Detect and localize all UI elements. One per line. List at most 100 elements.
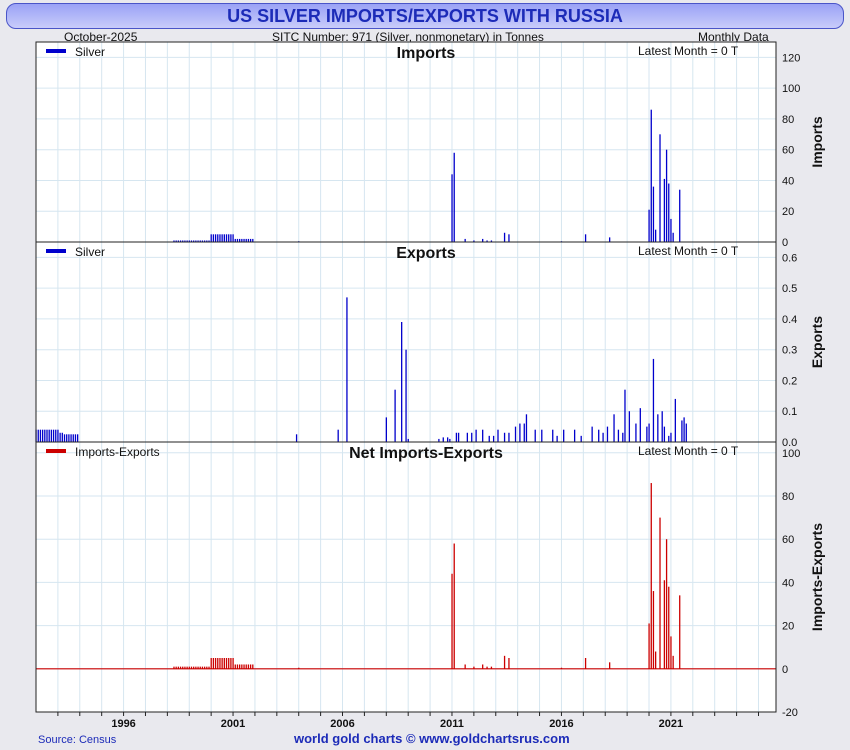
net-bar	[668, 586, 670, 669]
imports-bar	[236, 238, 239, 242]
exports-bar	[622, 432, 624, 442]
net-bar	[236, 664, 239, 669]
exports-bar	[46, 429, 48, 442]
frequency-label: Monthly Data	[698, 30, 769, 44]
net-bar	[195, 666, 197, 669]
net-bar	[298, 667, 300, 669]
net-bar	[184, 666, 186, 669]
imports-bar	[208, 240, 210, 242]
imports-bar	[228, 234, 230, 242]
exports-bar	[447, 437, 449, 442]
exports-bar	[617, 429, 620, 442]
imports-bar	[503, 232, 506, 242]
imports-bar	[203, 240, 206, 242]
net-bar	[179, 666, 182, 669]
imports-y-axis-label: Imports	[809, 116, 825, 168]
imports-bar	[659, 134, 661, 242]
x-tick-label: 2006	[330, 718, 354, 730]
net-bar	[175, 666, 177, 669]
exports-bar	[523, 423, 525, 442]
net-bar	[652, 591, 655, 669]
imports-bar	[201, 240, 204, 242]
net-bar	[188, 666, 190, 669]
exports-bar	[628, 411, 631, 442]
exports-bar	[556, 435, 558, 442]
net-bar	[672, 655, 674, 669]
net-y-axis-label: Imports-Exports	[809, 523, 825, 631]
net-bar	[245, 664, 247, 669]
exports-bar	[72, 434, 74, 442]
exports-bar	[394, 389, 396, 442]
net-ytick-label: 20	[782, 621, 794, 633]
x-tick-label: 2001	[221, 718, 245, 730]
net-bar	[210, 658, 212, 669]
exports-bar	[337, 429, 339, 442]
exports-bar	[591, 426, 593, 442]
net-bar	[230, 658, 232, 669]
imports-bar	[652, 186, 655, 242]
exports-bar	[639, 408, 641, 442]
exports-bar	[580, 435, 582, 442]
net-bar	[665, 539, 668, 669]
exports-bar	[497, 429, 499, 442]
exports-bar	[70, 434, 72, 442]
date-label: October-2025	[64, 30, 138, 44]
imports-bar	[654, 229, 657, 242]
exports-bar	[668, 435, 670, 442]
imports-bar	[186, 240, 188, 242]
exports-bar	[39, 429, 42, 442]
exports-ytick-label: 0.1	[782, 406, 797, 418]
imports-latest-month-note: Latest Month = 0 T	[638, 44, 739, 58]
exports-bar	[663, 426, 666, 442]
imports-panel: 0 20 40 60 80 100 120 Silver Imports Latest Month…	[35, 41, 825, 249]
exports-bar	[455, 432, 458, 442]
exports-bar	[646, 426, 648, 442]
net-bar	[560, 667, 563, 669]
net-bar	[217, 658, 219, 669]
imports-bar	[249, 238, 252, 242]
net-bar	[197, 666, 199, 669]
imports-bar	[182, 240, 184, 242]
net-bar	[214, 658, 217, 669]
exports-ytick-label: 0.0	[782, 437, 797, 449]
imports-bar	[193, 240, 195, 242]
net-plot-frame	[35, 441, 777, 713]
net-bar	[490, 666, 493, 669]
imports-ytick-label: 40	[782, 175, 794, 187]
imports-bar	[464, 238, 466, 242]
imports-bar	[217, 234, 219, 242]
imports-bar	[214, 234, 217, 242]
net-ytick-label: 0	[782, 664, 788, 676]
imports-bar	[197, 240, 199, 242]
net-ytick-label: 40	[782, 577, 794, 589]
imports-ytick-label: 0	[782, 237, 788, 249]
net-bar	[234, 664, 236, 669]
exports-bar	[503, 432, 506, 442]
net-panel-title: Net Imports-Exports	[349, 445, 503, 462]
net-bar	[482, 664, 484, 669]
exports-bar	[613, 414, 615, 442]
imports-bar	[508, 234, 510, 242]
exports-bar	[670, 432, 672, 442]
imports-bar	[453, 152, 455, 242]
net-bar	[679, 595, 681, 669]
net-bar	[486, 666, 488, 669]
exports-bar	[471, 432, 473, 442]
imports-bar	[190, 240, 193, 242]
exports-bar	[598, 429, 600, 442]
net-ytick-label: 60	[782, 534, 794, 546]
exports-bar	[457, 432, 460, 442]
imports-bar	[230, 234, 232, 242]
net-bar	[648, 623, 650, 669]
net-bar	[201, 666, 204, 669]
exports-bar	[674, 398, 676, 442]
exports-bar	[68, 434, 70, 442]
exports-bar	[50, 429, 53, 442]
exports-bar	[442, 437, 444, 442]
exports-bar	[514, 426, 517, 442]
net-bar	[193, 666, 195, 669]
imports-ytick-label: 100	[782, 83, 800, 95]
exports-latest-month-note: Latest Month = 0 T	[638, 244, 739, 258]
exports-bar	[346, 297, 348, 442]
